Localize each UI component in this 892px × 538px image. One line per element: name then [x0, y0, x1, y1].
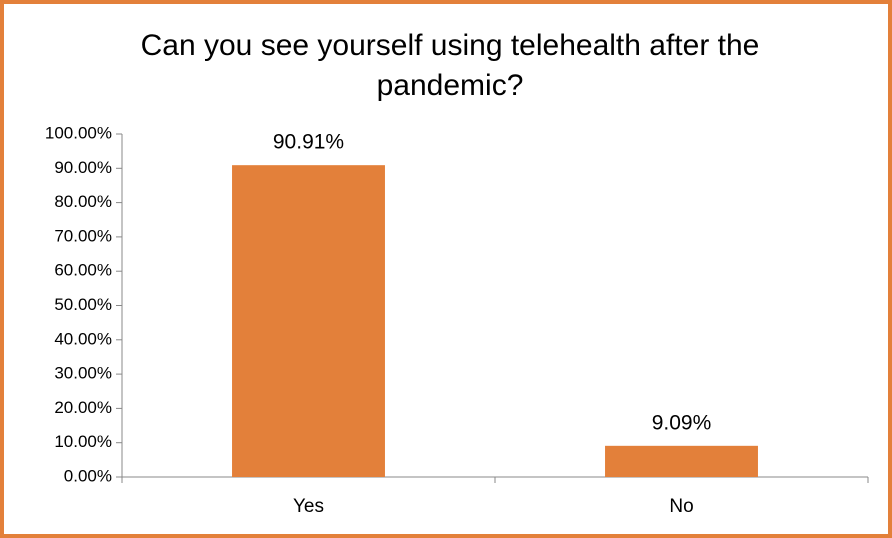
y-tick-label: 60.00% — [54, 261, 112, 280]
x-tick-label: Yes — [293, 496, 324, 517]
y-tick-label: 0.00% — [64, 466, 112, 485]
chart: 0.00% 10.00% 20.00% 30.00% 40.00% 50.00% 60.00… — [45, 123, 869, 517]
bar — [605, 445, 758, 477]
y-tick-label: 50.00% — [54, 295, 112, 314]
y-tick-label: 100.00% — [45, 123, 112, 142]
y-tick-label: 70.00% — [54, 226, 112, 245]
x-tick-label: No — [669, 496, 693, 517]
y-tick-label: 80.00% — [54, 192, 112, 211]
chart-title: Can you see yourself using telehealth af… — [140, 29, 760, 102]
y-tick-label: 40.00% — [54, 329, 112, 348]
data-label: 90.91% — [273, 131, 344, 154]
y-tick-label: 10.00% — [54, 432, 112, 451]
y-tick-label: 30.00% — [54, 364, 112, 383]
bar — [232, 165, 385, 477]
y-tick-label: 20.00% — [54, 398, 112, 417]
y-tick-label: 90.00% — [54, 158, 112, 177]
data-label: 9.09% — [652, 411, 712, 434]
